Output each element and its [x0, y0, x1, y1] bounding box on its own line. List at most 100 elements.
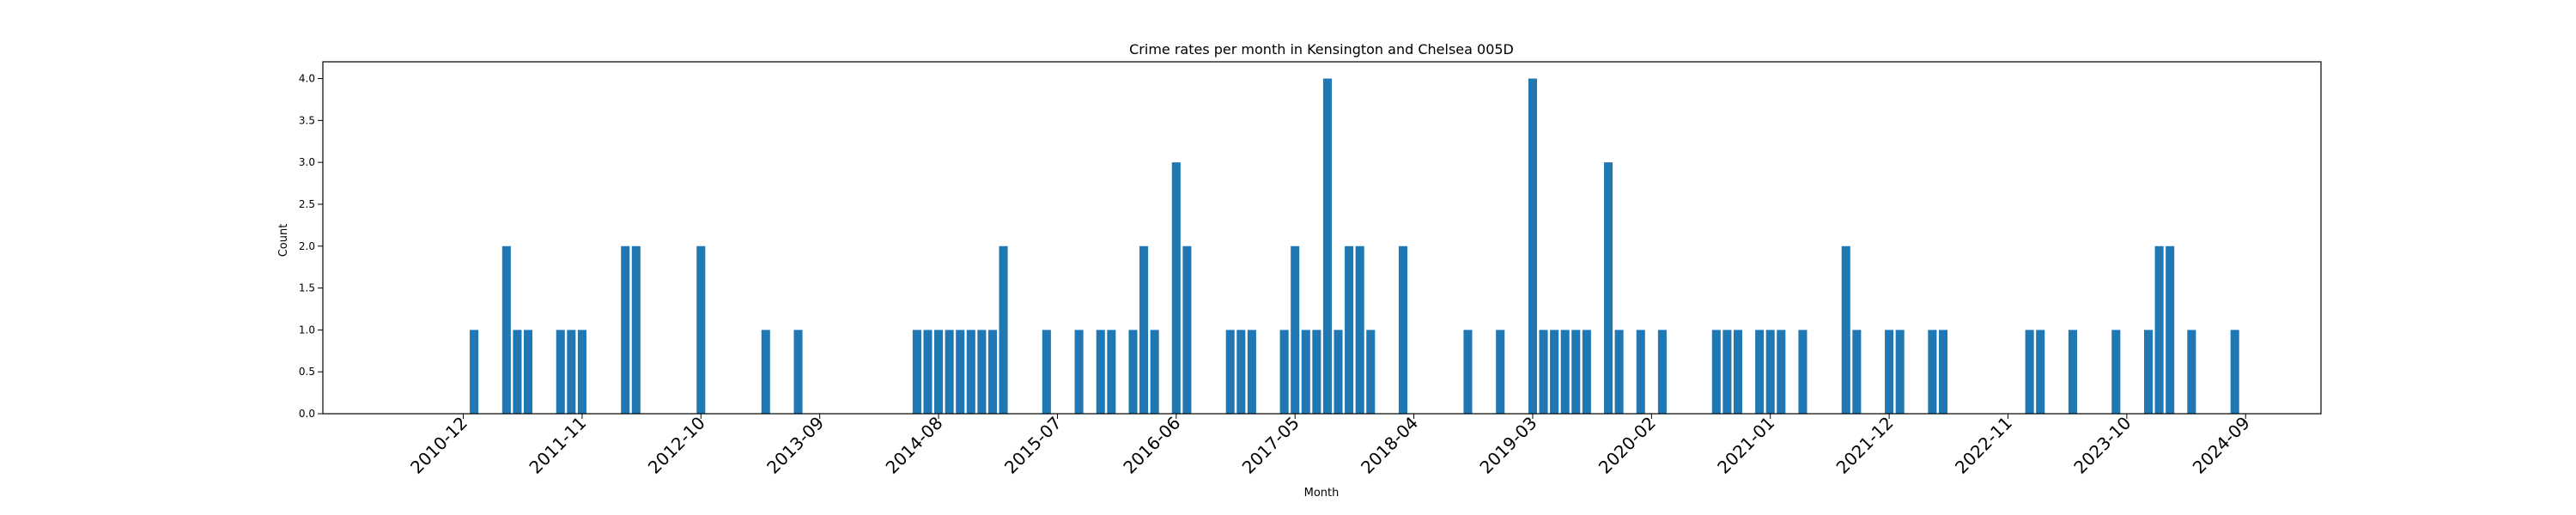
bar — [621, 245, 630, 414]
y-tick-label: 4.0 — [299, 73, 315, 85]
x-tick-label: 2016-06 — [1119, 413, 1184, 478]
bar — [1182, 245, 1192, 414]
bar — [1139, 245, 1149, 414]
x-tick-label: 2023-10 — [2069, 413, 2135, 478]
bar — [1603, 162, 1613, 414]
bar — [1074, 330, 1084, 414]
bar — [1247, 330, 1256, 414]
y-tick-label: 2.0 — [299, 240, 315, 252]
bar — [1733, 330, 1743, 414]
bar — [1614, 330, 1624, 414]
x-tick-label: 2019-03 — [1475, 413, 1540, 478]
bar — [1765, 330, 1775, 414]
bar — [1312, 330, 1321, 414]
bar — [1496, 330, 1505, 414]
bars-group — [470, 78, 2239, 415]
bar — [912, 330, 921, 414]
y-tick-label: 0.0 — [299, 408, 315, 420]
bar — [1398, 245, 1408, 414]
bar — [1463, 330, 1473, 414]
bar — [1355, 245, 1364, 414]
bar — [1885, 330, 1894, 414]
bar — [2068, 330, 2077, 414]
bar — [631, 245, 641, 414]
bar — [1225, 330, 1235, 414]
bar — [1096, 330, 1105, 414]
bar — [1928, 330, 1937, 414]
x-tick-label: 2022-11 — [1951, 413, 2016, 478]
bar — [1852, 330, 1862, 414]
y-axis-label: Count — [277, 224, 290, 258]
x-tick-label: 2021-01 — [1713, 413, 1778, 478]
bar — [513, 330, 522, 414]
bar — [2230, 330, 2239, 414]
bar — [999, 245, 1008, 414]
x-tick-label: 2021-12 — [1832, 413, 1898, 478]
bar — [987, 330, 997, 414]
bar — [2143, 330, 2154, 414]
bar — [761, 330, 770, 414]
bar — [966, 330, 975, 414]
bar — [1895, 330, 1905, 414]
y-axis: 0.0 0.5 1.0 1.5 2.0 2.5 3.0 3.5 4.0 — [299, 73, 323, 420]
bar — [567, 330, 576, 414]
bar — [1236, 330, 1246, 414]
bar — [1171, 162, 1181, 414]
bar — [977, 330, 987, 414]
x-tick-label: 2012-10 — [644, 413, 709, 478]
y-tick-label: 1.0 — [299, 324, 315, 336]
bar — [1279, 330, 1289, 414]
x-tick-label: 2010-12 — [406, 413, 471, 478]
x-tick-label: 2024-09 — [2189, 413, 2254, 478]
bar — [1938, 330, 1948, 414]
y-tick-label: 3.5 — [299, 114, 315, 126]
bar — [1711, 330, 1721, 414]
y-tick-label: 0.5 — [299, 366, 315, 378]
x-axis: 2010-12 2011-11 2012-10 2013-09 2014-08 2015-… — [406, 413, 2254, 478]
bar — [1366, 330, 1376, 414]
bar — [470, 330, 479, 414]
bar — [1560, 330, 1570, 414]
y-tick-label: 2.5 — [299, 198, 315, 210]
chart-title: Crime rates per month in Kensington and … — [1129, 41, 1514, 58]
bar — [1755, 330, 1765, 414]
bar — [2025, 330, 2034, 414]
bar — [1571, 330, 1581, 414]
bar — [1334, 330, 1343, 414]
y-tick-label: 3.0 — [299, 156, 315, 168]
bar — [2166, 245, 2175, 414]
bar — [1722, 330, 1732, 414]
x-tick-label: 2015-07 — [1000, 413, 1066, 478]
bar — [1657, 330, 1667, 414]
x-tick-label: 2020-02 — [1595, 413, 1660, 478]
bar — [923, 330, 933, 414]
bar — [523, 330, 533, 414]
bar — [2187, 330, 2196, 414]
x-tick-label: 2017-05 — [1238, 413, 1303, 478]
bar — [2036, 330, 2045, 414]
bar — [1528, 78, 1537, 415]
x-axis-label: Month — [1304, 487, 1340, 500]
bar — [1322, 78, 1332, 415]
bar — [501, 245, 511, 414]
bar — [1550, 330, 1559, 414]
bar — [1150, 330, 1159, 414]
x-tick-label: 2014-08 — [882, 413, 947, 478]
x-tick-label: 2011-11 — [525, 413, 590, 478]
bar — [1291, 245, 1300, 414]
plot-area-frame — [322, 61, 2322, 415]
x-tick-label: 2013-09 — [762, 413, 828, 478]
bar — [2154, 245, 2164, 414]
bar — [1345, 245, 1354, 414]
bar — [793, 330, 803, 414]
bar — [945, 330, 954, 414]
bar — [934, 330, 944, 414]
bar — [1798, 330, 1807, 414]
bar — [556, 330, 565, 414]
bar — [1582, 330, 1591, 414]
bar — [2111, 330, 2121, 414]
bar — [1841, 245, 1850, 414]
bar — [1539, 330, 1548, 414]
